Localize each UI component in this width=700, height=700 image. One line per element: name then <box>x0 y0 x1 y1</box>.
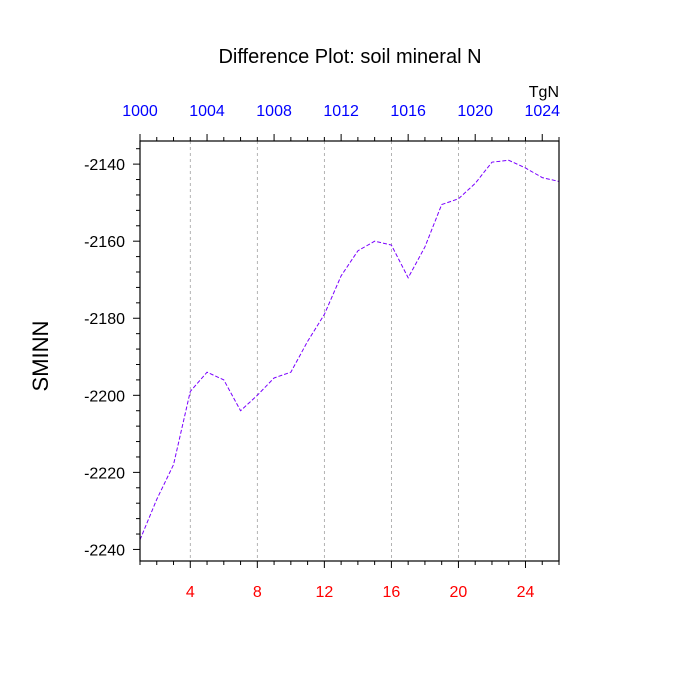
grid-lines <box>189 141 526 561</box>
y-tick-label: -2160 <box>84 234 125 251</box>
top-tick-label: 1000 <box>122 103 158 120</box>
x-tick-label: 12 <box>315 584 333 601</box>
x-tick-label: 4 <box>186 584 195 601</box>
x-tick-label: 24 <box>517 584 535 601</box>
y-tick-label: -2200 <box>84 388 125 405</box>
chart-title: Difference Plot: soil mineral N <box>218 46 481 68</box>
y-tick-label: -2140 <box>84 157 125 174</box>
top-axis-units: TgN <box>529 84 559 101</box>
y-axis-label: SMINN <box>28 321 53 392</box>
x-tick-label: 8 <box>253 584 262 601</box>
plot-frame <box>139 140 560 562</box>
top-tick-label: 1016 <box>390 103 426 120</box>
y-tick-label: -2180 <box>84 311 125 328</box>
x-tick-label: 16 <box>383 584 401 601</box>
top-tick-label: 1012 <box>323 103 359 120</box>
y-tick-label: -2220 <box>84 465 125 482</box>
top-tick-label: 1024 <box>524 103 560 120</box>
plot-area <box>139 159 560 541</box>
top-tick-label: 1004 <box>189 103 225 120</box>
x-tick-label: 20 <box>450 584 468 601</box>
y-tick-label: -2240 <box>84 542 125 559</box>
series-line <box>139 159 560 541</box>
axes: -2140 -2160 -2180 -2200 -2220 -2240 4 8 12 16 20 24… <box>84 103 560 601</box>
top-tick-label: 1020 <box>457 103 493 120</box>
top-tick-label: 1008 <box>256 103 292 120</box>
